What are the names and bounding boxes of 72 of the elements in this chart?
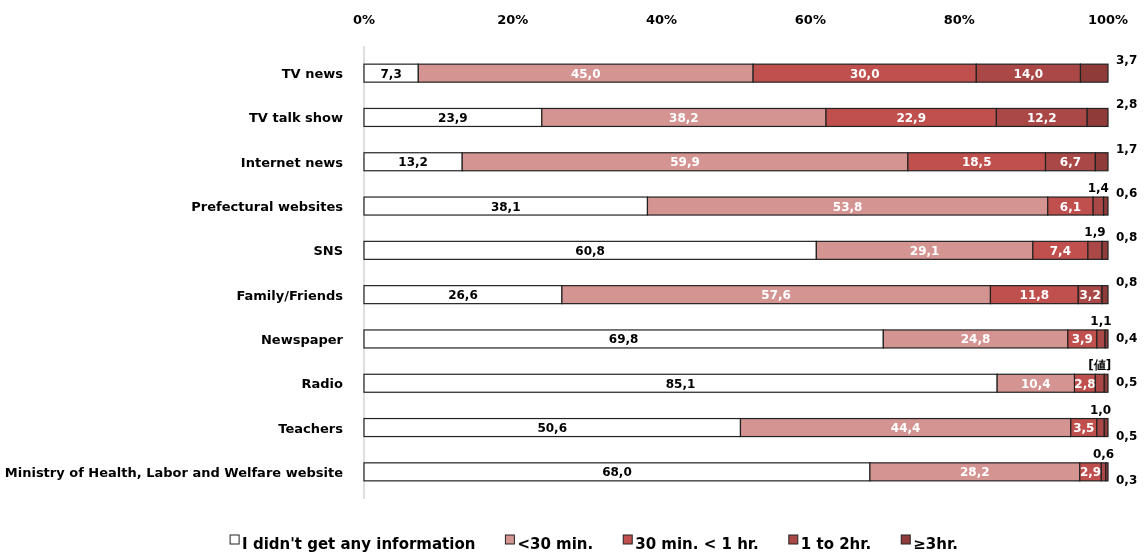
data-label: 29,1 xyxy=(909,243,940,258)
data-label: 3,2 xyxy=(1079,288,1101,303)
x-tick-label: 100% xyxy=(1087,12,1129,27)
data-label: 11,8 xyxy=(1019,288,1050,303)
legend-label: ≥3hr. xyxy=(913,535,958,553)
data-label: 85,1 xyxy=(665,376,696,391)
legend-label: 30 min. < 1 hr. xyxy=(635,535,759,553)
data-label: 14,0 xyxy=(1013,66,1044,81)
legend-label: 1 to 2hr. xyxy=(800,535,872,553)
data-label: 13,2 xyxy=(398,155,428,170)
y-tick-label: Teachers xyxy=(278,420,344,436)
data-label: 18,5 xyxy=(961,155,992,170)
data-label: 44,4 xyxy=(890,421,921,436)
data-label: 68,0 xyxy=(602,465,632,480)
data-label: 2,8 xyxy=(1074,376,1096,391)
data-label: 50,6 xyxy=(537,421,568,436)
data-label: 23,9 xyxy=(438,110,468,125)
data-label: 26,6 xyxy=(448,288,478,303)
data-label: 59,9 xyxy=(670,155,700,170)
data-label: 45,0 xyxy=(570,66,601,81)
data-label: 38,2 xyxy=(669,110,699,125)
data-label: 10,4 xyxy=(1021,376,1051,391)
data-label: 12,2 xyxy=(1026,110,1057,125)
text: 2,8 xyxy=(1116,97,1138,112)
y-tick-label: Ministry of Health, Labor and Welfare website xyxy=(4,464,344,480)
text: 0,5 xyxy=(1116,375,1138,390)
text: 3,7 xyxy=(1116,53,1138,68)
data-label: 7,3 xyxy=(380,66,402,81)
data-label: 1,0 xyxy=(1089,402,1112,417)
y-tick-label: SNS xyxy=(313,243,343,259)
text: 0,8 xyxy=(1116,230,1138,245)
data-label: 6,1 xyxy=(1059,199,1082,214)
data-label: [値] xyxy=(1088,358,1112,373)
x-tick-label: 0% xyxy=(352,12,376,27)
y-tick-label: Family/Friends xyxy=(236,287,344,303)
data-label: 69,8 xyxy=(608,332,639,347)
x-tick-label: 40% xyxy=(646,12,678,27)
text: 1,7 xyxy=(1116,141,1138,156)
y-tick-label: TV news xyxy=(281,66,344,82)
x-tick-label: 60% xyxy=(794,12,826,27)
data-label: 0,6 xyxy=(1092,446,1115,461)
x-tick-label: 80% xyxy=(943,12,975,27)
text: 0,8 xyxy=(1116,274,1138,289)
legend-label: <30 min. xyxy=(517,535,594,553)
data-label: 2,9 xyxy=(1079,465,1102,480)
data-label: 24,8 xyxy=(960,332,991,347)
data-label: 60,8 xyxy=(575,243,605,258)
data-label: 7,4 xyxy=(1049,243,1072,258)
data-label: 22,9 xyxy=(896,110,927,125)
x-tick-label: 20% xyxy=(497,12,529,27)
data-label: 6,7 xyxy=(1059,155,1082,170)
data-label: 1,4 xyxy=(1087,181,1109,196)
y-tick-label: TV talk show xyxy=(248,110,343,126)
text: 0,6 xyxy=(1116,186,1138,201)
data-label: 1,1 xyxy=(1090,313,1112,328)
data-label: 1,9 xyxy=(1084,225,1106,240)
y-tick-label: Internet news xyxy=(240,154,344,170)
legend-label: I didn't get any information xyxy=(242,535,476,553)
data-label: 30,0 xyxy=(849,66,880,81)
bar xyxy=(1105,462,1109,482)
text: 0,3 xyxy=(1116,472,1138,487)
data-label: 3,9 xyxy=(1071,332,1093,347)
data-label: 57,6 xyxy=(761,288,791,303)
text: 0,4 xyxy=(1116,330,1138,345)
text: 0,5 xyxy=(1116,428,1138,443)
data-label: 3,5 xyxy=(1073,421,1095,436)
data-label: 53,8 xyxy=(832,199,863,214)
y-tick-label: Radio xyxy=(301,376,344,392)
y-tick-label: Prefectural websites xyxy=(191,199,344,215)
data-label: 38,1 xyxy=(490,199,521,214)
data-label: 28,2 xyxy=(960,465,990,480)
y-tick-label: Newspaper xyxy=(260,331,344,347)
